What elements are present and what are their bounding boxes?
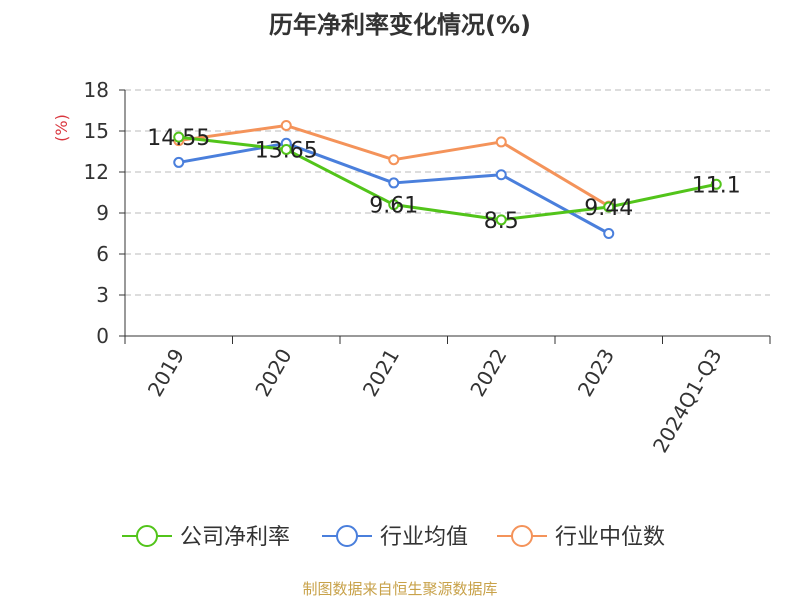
y-tick-label: 0 xyxy=(96,324,109,348)
data-point xyxy=(495,214,507,226)
data-point xyxy=(280,120,292,132)
x-tick-label: 2021 xyxy=(358,345,404,401)
data-point xyxy=(710,178,722,190)
data-point xyxy=(603,228,615,239)
x-tick-label: 2020 xyxy=(250,345,296,401)
data-label: 13.65 xyxy=(255,138,318,163)
data-label: 9.44 xyxy=(584,196,633,221)
source-note: 制图数据来自恒生聚源数据库 xyxy=(302,580,497,598)
legend-label: 公司净利率 xyxy=(180,525,290,550)
x-tick-label: 2022 xyxy=(465,345,511,401)
x-tick-label: 2023 xyxy=(573,345,619,401)
legend-label: 行业均值 xyxy=(380,525,468,550)
data-label: 8.5 xyxy=(484,209,519,234)
data-labels: 14.55 13.65 9.61 8.5 9.44 11.1 xyxy=(147,126,740,234)
y-tick-label: 6 xyxy=(96,242,109,266)
data-point xyxy=(495,136,507,148)
series-lines xyxy=(173,120,722,239)
chart-title: 历年净利率变化情况(%) xyxy=(269,11,531,39)
data-point xyxy=(495,169,507,181)
x-tick-label: 2019 xyxy=(143,345,189,401)
data-point xyxy=(173,131,185,143)
data-point xyxy=(388,154,400,166)
series-line xyxy=(178,135,717,222)
y-tick-label: 18 xyxy=(84,78,109,102)
legend-label: 行业中位数 xyxy=(555,525,665,550)
data-label: 14.55 xyxy=(147,126,210,151)
legend: 公司净利率 行业均值 行业中位数 xyxy=(122,525,665,550)
legend-marker xyxy=(336,525,358,547)
data-point xyxy=(280,143,292,155)
data-point xyxy=(173,156,185,168)
data-point xyxy=(388,177,400,189)
legend-marker xyxy=(136,525,158,547)
data-label: 9.61 xyxy=(369,194,418,219)
y-tick-label: 9 xyxy=(96,201,109,225)
data-point xyxy=(603,201,615,213)
legend-marker xyxy=(511,525,533,547)
data-point xyxy=(388,199,400,211)
y-axis-unit-label: (%) xyxy=(52,114,71,142)
data-label: 11.1 xyxy=(692,173,741,198)
y-tick-label: 15 xyxy=(84,119,109,143)
y-tick-label: 12 xyxy=(84,160,109,184)
x-tick-label: 2024Q1-Q3 xyxy=(648,345,727,457)
y-tick-label: 3 xyxy=(96,283,109,307)
